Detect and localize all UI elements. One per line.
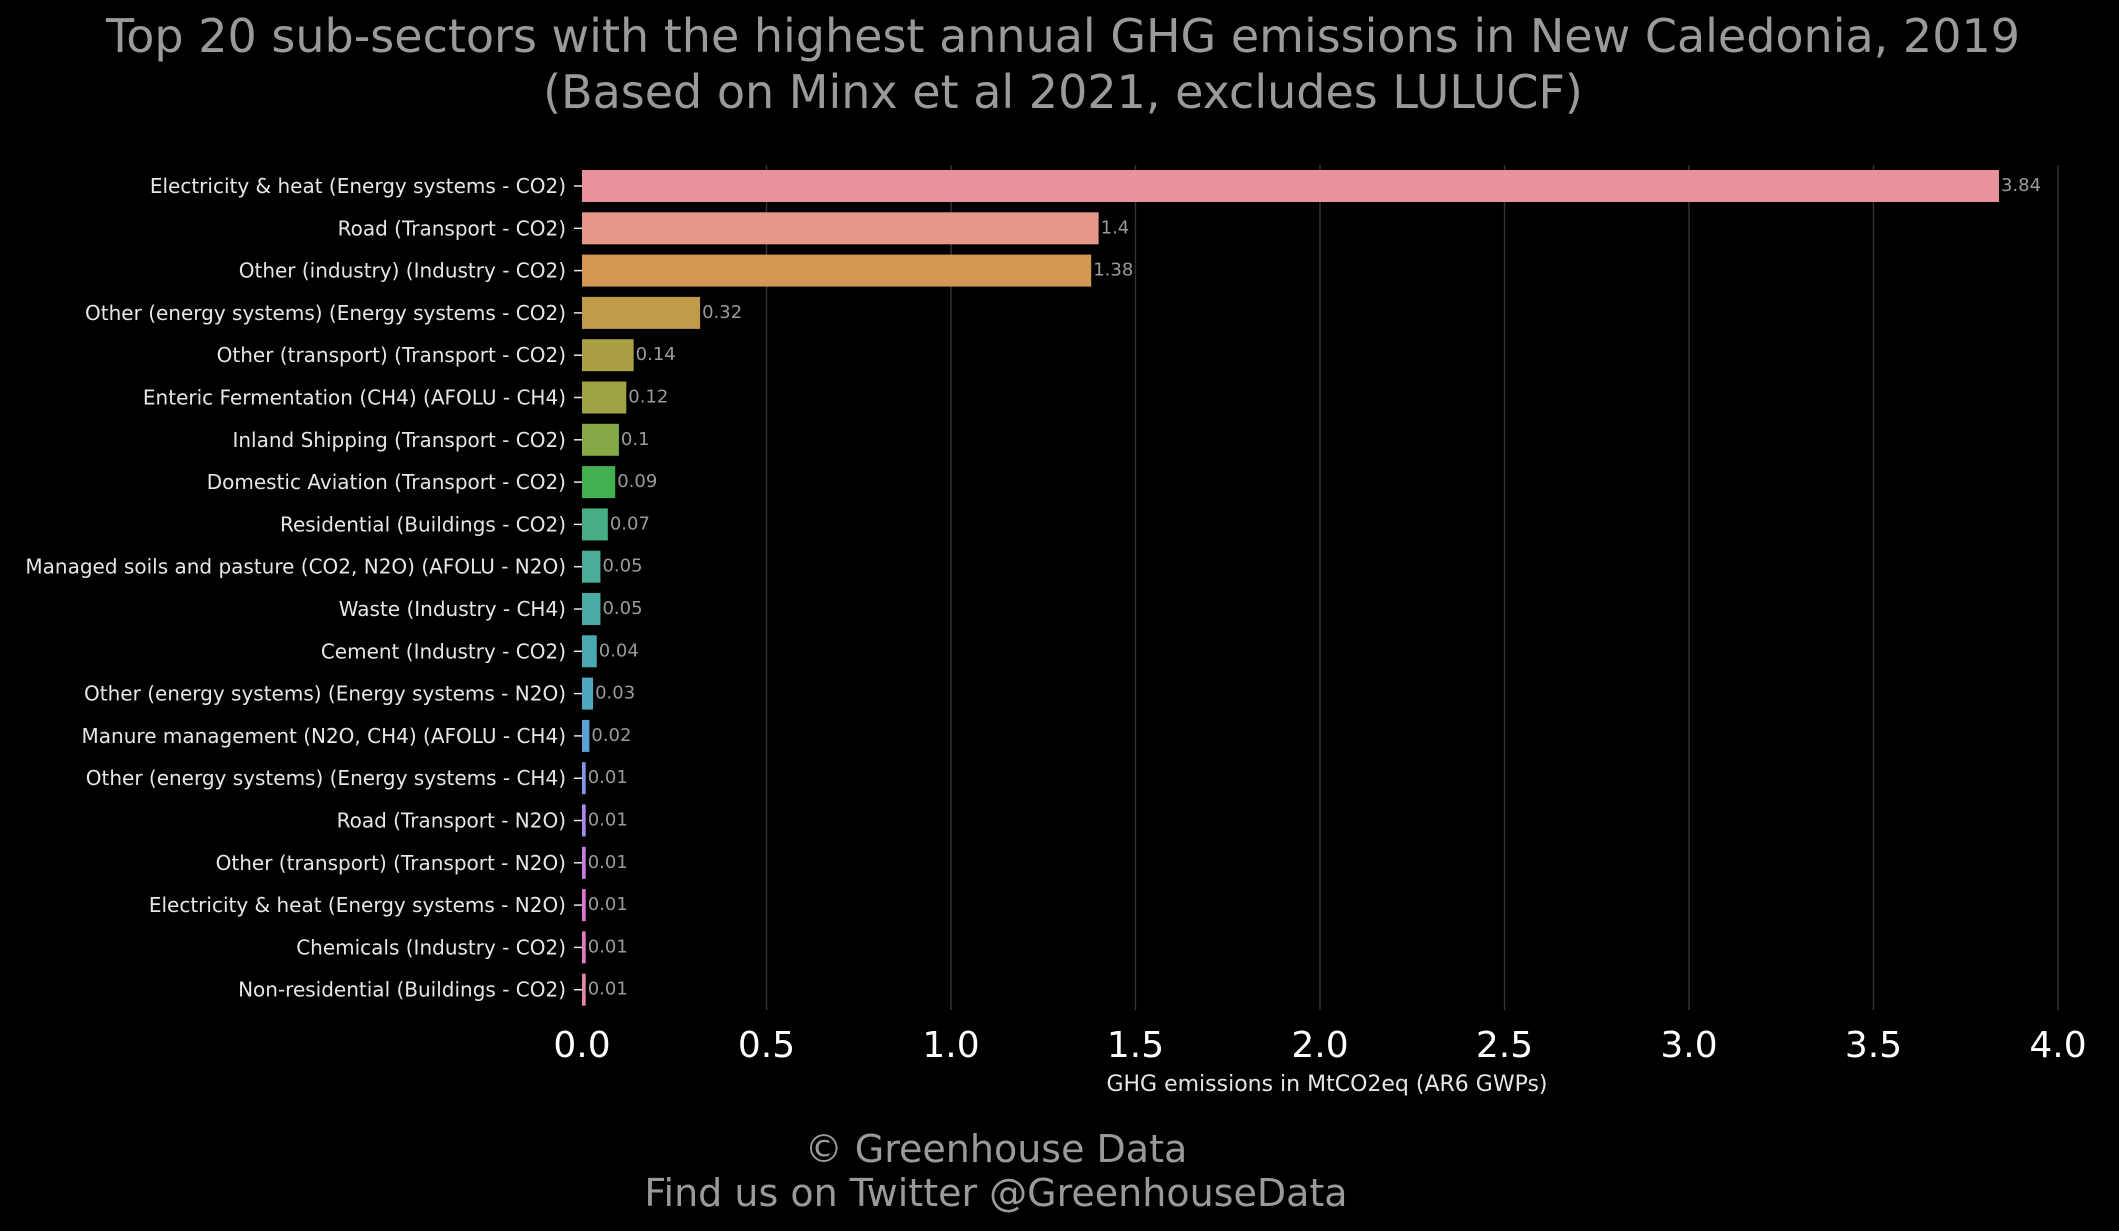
x-tick-label: 2.0	[1291, 1025, 1348, 1066]
bar	[582, 466, 616, 499]
value-label: 0.32	[702, 302, 742, 323]
grid-lines	[765, 165, 2059, 1010]
bar	[582, 719, 590, 752]
x-tick-label: 4.0	[2029, 1025, 2086, 1066]
value-label: 0.01	[588, 936, 628, 957]
value-label: 1.4	[1101, 217, 1130, 238]
credit-line-1: © Greenhouse Data	[805, 1127, 1188, 1171]
value-label: 0.1	[621, 429, 650, 450]
value-label: 3.84	[2001, 175, 2041, 196]
value-label: 0.12	[628, 387, 668, 408]
bar	[582, 339, 634, 372]
value-label: 0.01	[588, 810, 628, 831]
category-label: Enteric Fermentation (CH4) (AFOLU - CH4)	[143, 386, 566, 410]
x-tick-label: 0.0	[553, 1025, 610, 1066]
category-label: Electricity & heat (Energy systems - CO2…	[150, 174, 566, 198]
bar	[582, 804, 586, 837]
x-tick-label: 1.0	[922, 1025, 979, 1066]
value-label: 0.05	[602, 556, 642, 577]
chart-title: Top 20 sub-sectors with the highest annu…	[105, 9, 2020, 63]
bar	[582, 381, 627, 414]
category-label: Road (Transport - N2O)	[337, 809, 566, 833]
bar	[582, 550, 601, 583]
bar	[582, 254, 1092, 287]
category-label: Cement (Industry - CO2)	[321, 639, 566, 663]
value-label: 0.02	[591, 725, 631, 746]
bar	[582, 931, 586, 964]
category-label: Other (energy systems) (Energy systems -…	[85, 301, 566, 325]
category-label: Road (Transport - CO2)	[338, 216, 566, 240]
value-label: 0.05	[602, 598, 642, 619]
category-label: Other (energy systems) (Energy systems -…	[86, 766, 566, 790]
value-label: 0.04	[599, 640, 639, 661]
bar	[582, 170, 1999, 202]
value-label: 0.07	[610, 513, 650, 534]
x-tick-label: 1.5	[1107, 1025, 1164, 1066]
value-label: 0.01	[588, 767, 628, 788]
value-label: 1.38	[1093, 260, 1133, 281]
value-label: 0.09	[617, 471, 657, 492]
value-labels: 3.84 1.4 1.38 0.32 0.14 0.12 0.1 0.09 0.07 0.05 0.…	[588, 175, 2041, 1000]
category-label: Other (energy systems) (Energy systems -…	[84, 682, 566, 706]
chart-subtitle: (Based on Minx et al 2021, excludes LULU…	[543, 65, 1583, 119]
bar	[582, 593, 601, 625]
bar	[582, 889, 586, 922]
x-tick-label: 2.5	[1476, 1025, 1533, 1066]
value-label: 0.01	[588, 894, 628, 915]
bar	[582, 296, 701, 329]
category-label: Inland Shipping (Transport - CO2)	[232, 428, 566, 452]
value-label: 0.03	[595, 683, 635, 704]
category-label: Residential (Buildings - CO2)	[280, 512, 566, 536]
category-label: Manure management (N2O, CH4) (AFOLU - CH…	[82, 724, 566, 748]
category-label: Other (transport) (Transport - N2O)	[216, 851, 566, 875]
credit-line-2: Find us on Twitter @GreenhouseData	[644, 1171, 1347, 1215]
bar	[582, 635, 597, 668]
bar	[582, 973, 586, 1006]
category-label: Electricity & heat (Energy systems - N2O…	[149, 893, 566, 917]
x-axis-label: GHG emissions in MtCO2eq (AR6 GWPs)	[1106, 1072, 1547, 1097]
category-label: Non-residential (Buildings - CO2)	[238, 978, 566, 1002]
x-tick-label: 0.5	[738, 1025, 795, 1066]
bar	[582, 677, 594, 710]
value-label: 0.14	[636, 344, 676, 365]
category-label: Other (transport) (Transport - CO2)	[217, 343, 566, 367]
category-label: Chemicals (Industry - CO2)	[296, 935, 566, 959]
value-label: 0.01	[588, 979, 628, 1000]
bar	[582, 846, 586, 879]
category-label: Domestic Aviation (Transport - CO2)	[207, 470, 566, 494]
bar	[582, 423, 619, 456]
x-axis-ticks: 0.0 0.5 1.0 1.5 2.0 2.5 3.0 3.5 4.0	[553, 1025, 2086, 1066]
x-tick-label: 3.0	[1660, 1025, 1717, 1066]
x-tick-label: 3.5	[1845, 1025, 1902, 1066]
bar	[582, 762, 586, 795]
category-label: Other (industry) (Industry - CO2)	[239, 259, 566, 283]
category-label: Managed soils and pasture (CO2, N2O) (AF…	[25, 555, 566, 579]
bars	[582, 170, 1999, 1006]
bar	[582, 212, 1099, 245]
bar	[582, 508, 608, 541]
category-labels: Electricity & heat (Energy systems - CO2…	[25, 174, 582, 1002]
category-label: Waste (Industry - CH4)	[339, 597, 566, 621]
value-label: 0.01	[588, 852, 628, 873]
